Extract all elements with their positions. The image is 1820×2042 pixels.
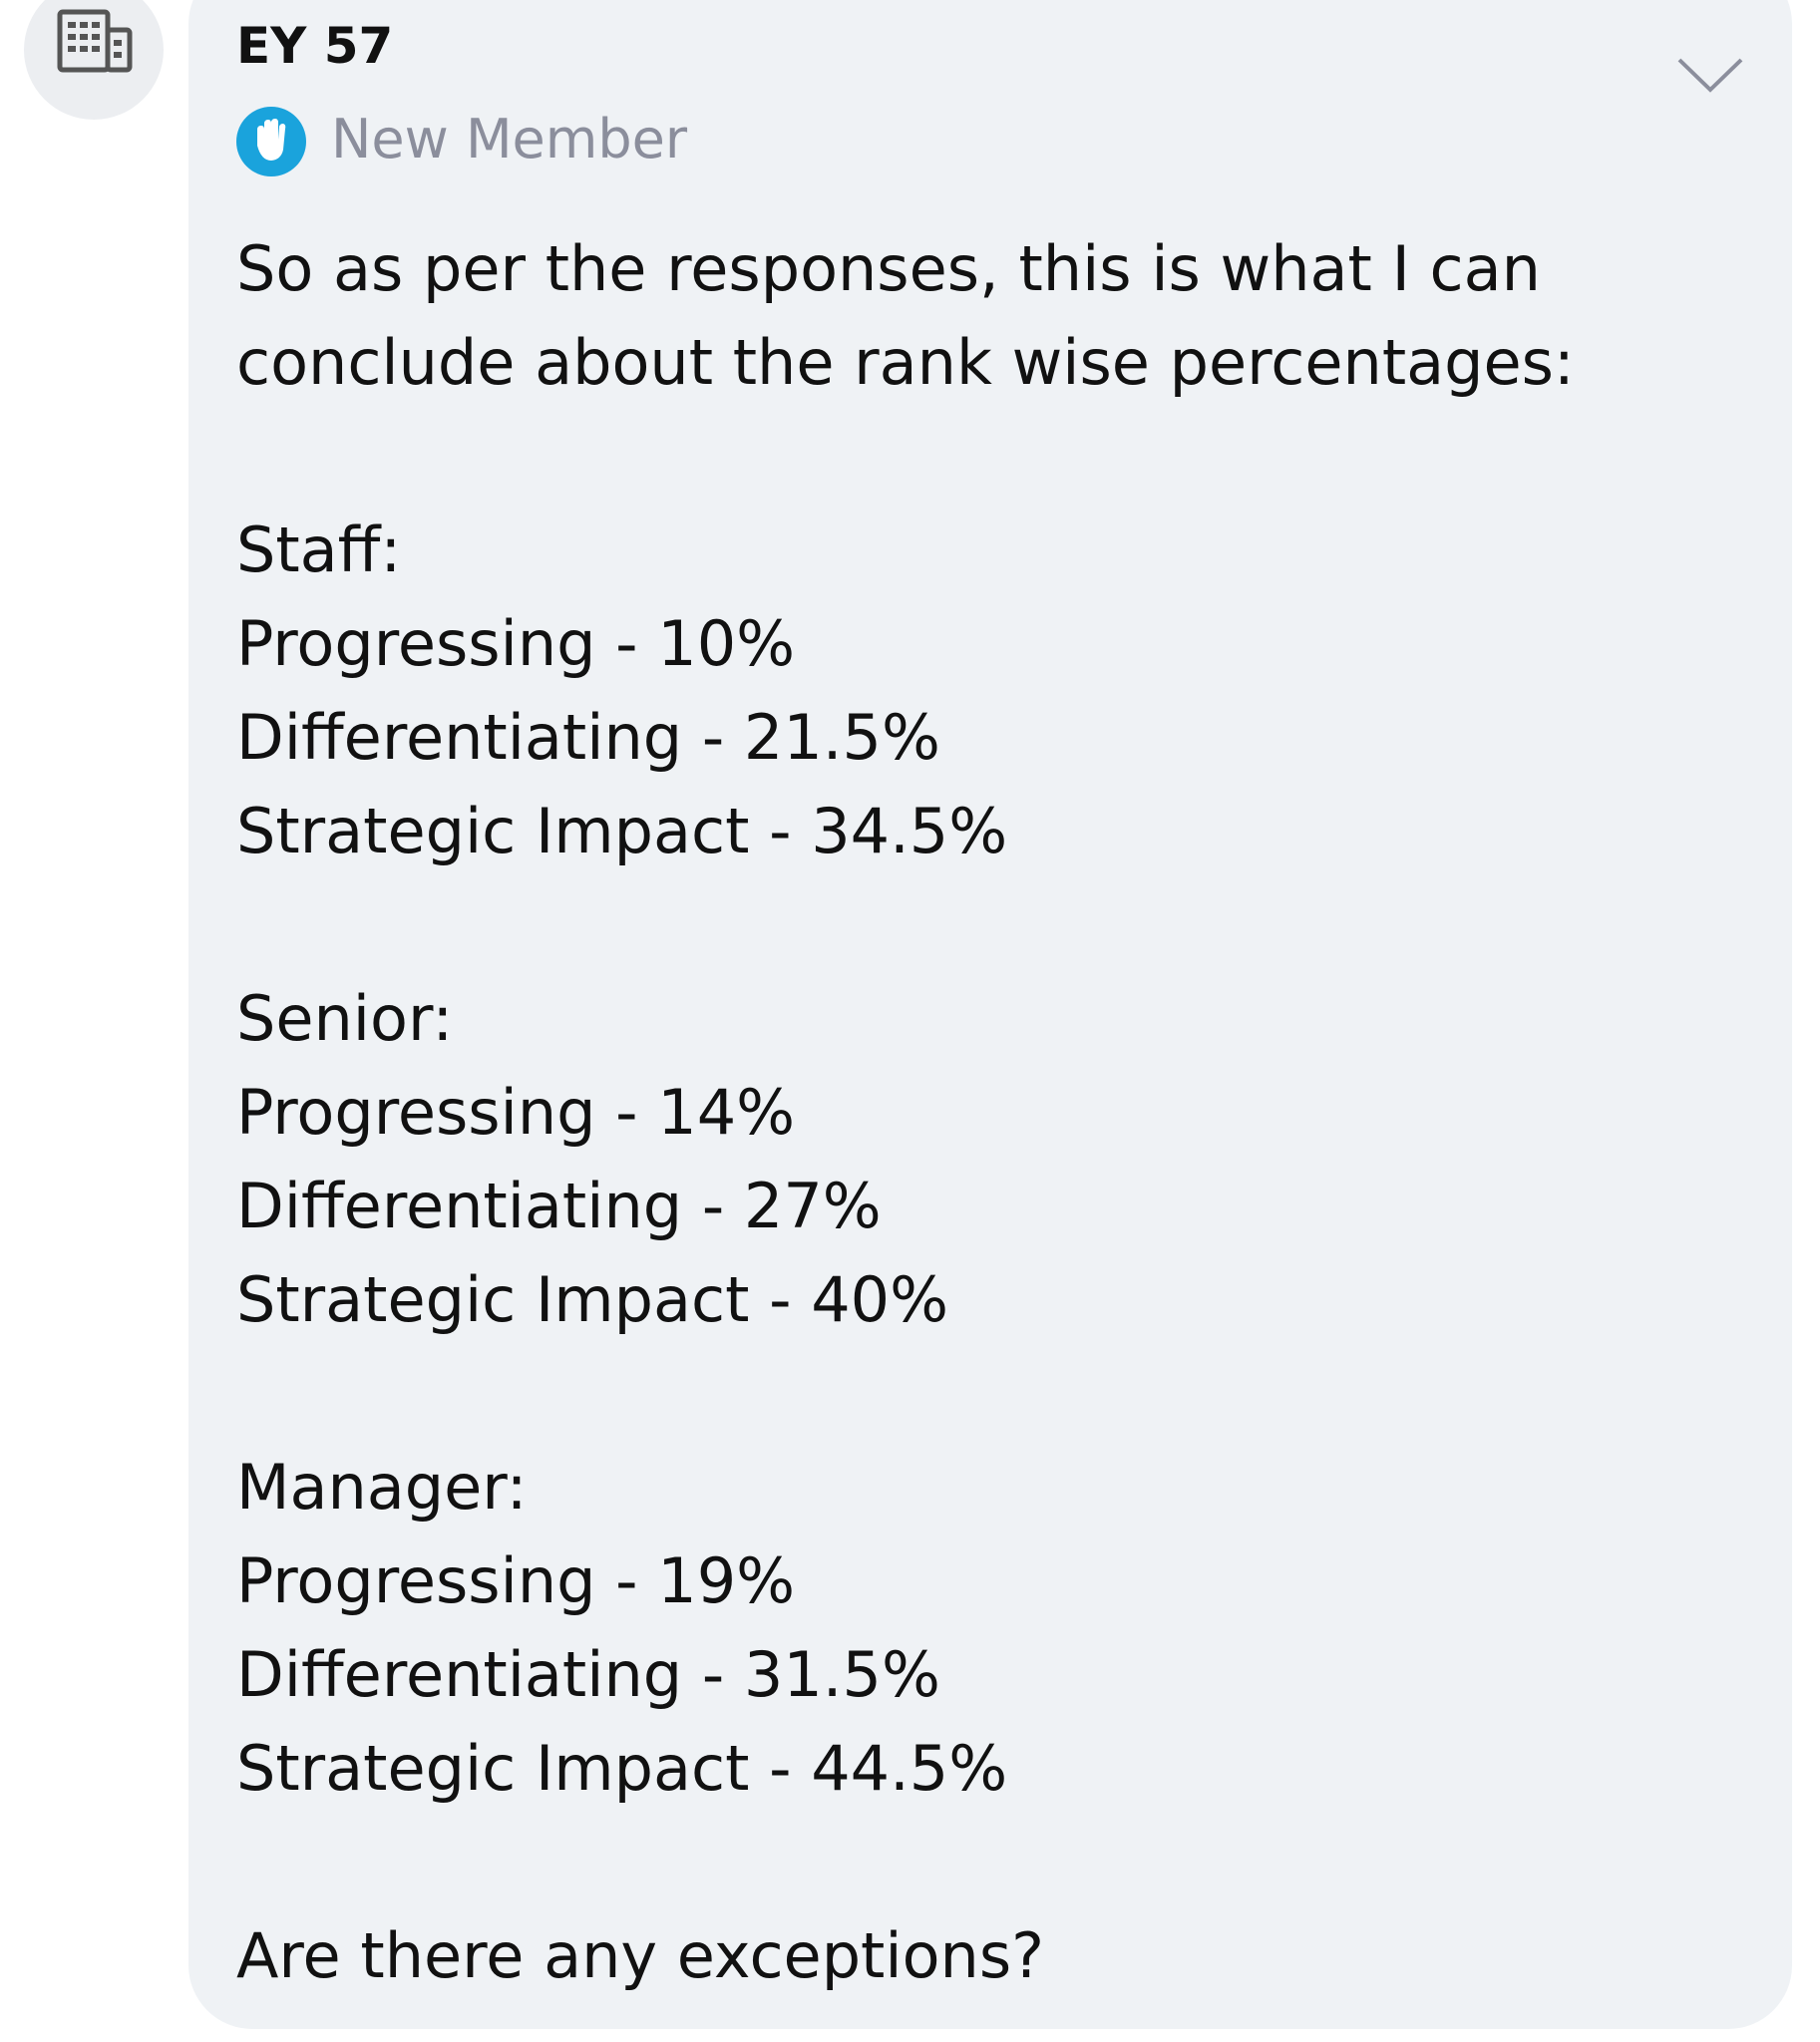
spacer: [236, 878, 1575, 972]
section-heading: Staff:: [236, 513, 402, 586]
author-name[interactable]: EY 57: [236, 17, 394, 75]
badge-icon: [236, 107, 306, 176]
spacer: [236, 1816, 1575, 1909]
section-item: Progressing - 10%: [236, 607, 796, 680]
spacer: [236, 410, 1575, 504]
expand-chevron[interactable]: [1675, 56, 1745, 96]
avatar[interactable]: [24, 0, 164, 120]
section-item: Differentiating - 27%: [236, 1170, 882, 1242]
member-badge: New Member: [331, 108, 688, 170]
intro-line: conclude about the rank wise percentages…: [236, 326, 1575, 399]
section-item: Strategic Impact - 40%: [236, 1263, 948, 1336]
spacer: [236, 1347, 1575, 1441]
message-bubble: [188, 0, 1792, 2029]
closing-line: Are there any exceptions?: [236, 1919, 1045, 1992]
intro-line: So as per the responses, this is what I …: [236, 232, 1541, 305]
section-item: Progressing - 19%: [236, 1544, 796, 1617]
section-item: Differentiating - 31.5%: [236, 1638, 940, 1711]
section-heading: Manager:: [236, 1451, 528, 1524]
section-heading: Senior:: [236, 982, 454, 1055]
section-item: Differentiating - 21.5%: [236, 701, 940, 774]
section-item: Progressing - 14%: [236, 1076, 796, 1149]
message-body: So as per the responses, this is what I …: [236, 222, 1575, 2003]
section-item: Strategic Impact - 34.5%: [236, 795, 1008, 867]
building-icon: [57, 9, 133, 73]
section-item: Strategic Impact - 44.5%: [236, 1732, 1008, 1805]
